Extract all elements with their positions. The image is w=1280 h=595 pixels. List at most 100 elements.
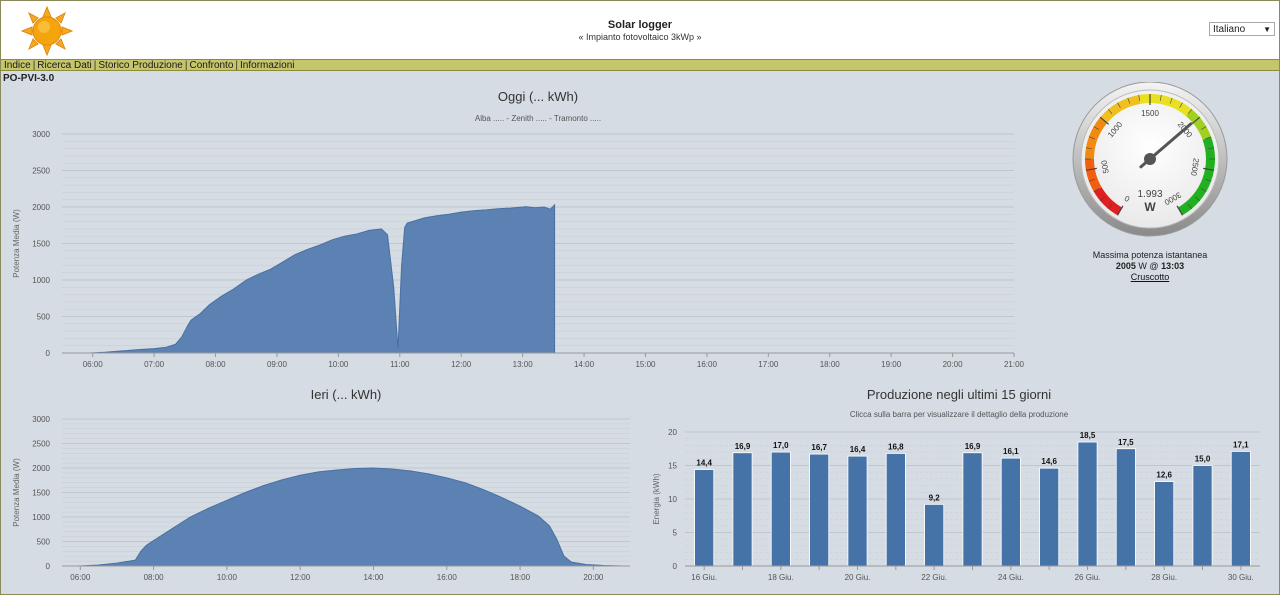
bar [1077,441,1098,567]
y-tick-label: 0 [46,349,51,358]
gauge-tick-minor [1107,204,1113,209]
x-tick-label: 16:00 [437,573,458,582]
x-tick-label: 18:00 [820,360,841,369]
gauge-tick-label: 2500 [1189,157,1201,177]
nav-item-indice[interactable]: Indice [4,60,31,71]
gauge-max-time: 13:03 [1161,261,1185,271]
bar-value-label: 9,2 [929,493,941,502]
bar-value-label: 16,1 [1003,447,1019,456]
gauge-tick-minor [1200,188,1207,192]
area-series [89,203,556,354]
gauge-tick-minor [1208,147,1215,150]
x-tick-label: 10:00 [328,360,349,369]
chart-subtitle: Alba ..... - Zenith ..... - Tramonto ...… [475,114,601,123]
bar-group[interactable]: 17,5 [1115,438,1136,567]
y-tick-label: 500 [37,313,51,322]
bar-group[interactable]: 14,4 [694,459,715,567]
gauge-unit: W [1144,200,1156,214]
bar-value-label: 14,6 [1041,457,1057,466]
area-series [78,467,623,567]
x-tick-label: 22 Giu. [921,573,947,582]
bar-group[interactable]: 16,9 [732,442,753,567]
nav-separator: | [184,60,188,71]
language-select[interactable]: Italiano ▼ [1209,22,1275,36]
chart-production-15-days[interactable]: Produzione negli ultimi 15 giorni Clicca … [645,384,1275,589]
bar-group[interactable]: 9,2 [924,493,945,567]
y-tick-label: 1500 [32,489,50,498]
chart-yesterday[interactable]: Ieri (... kWh) 0 500 1000 1500 2000 2500 3000 Po… [0,384,640,589]
bar-group[interactable]: 16,8 [885,442,906,567]
y-tick-label: 10 [668,495,677,504]
x-tick-label: 07:00 [144,360,165,369]
gauge-tick-minor [1085,147,1092,150]
bar [924,503,945,567]
nav-separator: | [93,60,97,71]
nav-item-informazioni[interactable]: Informazioni [240,60,295,71]
gauge-tick-minor [1195,196,1200,202]
bar-value-label: 17,0 [773,441,789,450]
gauge-tick-major [1176,205,1184,216]
bar-value-label: 14,4 [696,459,712,468]
x-tick-label: 16:00 [697,360,718,369]
gauge-tick-minor [1093,188,1100,192]
gauge-tick-label: 1500 [1141,109,1159,118]
bar-group[interactable]: 16,1 [1000,447,1021,567]
y-tick-label: 0 [673,562,678,571]
bar-group[interactable]: 17,0 [770,441,791,567]
x-tick-label: 14:00 [574,360,595,369]
x-tick-label: 11:00 [390,360,410,369]
bar [847,455,868,567]
gauge-tick-major [1190,116,1201,125]
nav-item-storico-produzione[interactable]: Storico Produzione [98,60,183,71]
x-tick-label: 12:00 [451,360,472,369]
bar-group[interactable]: 12,6 [1154,471,1175,567]
chart-title: Ieri (... kWh) [311,387,382,402]
bar-group[interactable]: 18,5 [1077,431,1098,567]
gauge-tick-minor [1088,178,1095,182]
site-title: Solar logger [607,19,673,31]
y-tick-label: 2000 [32,203,50,212]
sun-logo-icon [21,6,73,56]
gauge-tick-minor [1159,94,1162,101]
gauge-band [1100,94,1141,124]
bar [1115,448,1136,567]
nav-item-ricerca-dati[interactable]: Ricerca Dati [37,60,92,71]
gauge-tick-minor [1179,102,1183,109]
gauge-tick-minor [1107,109,1113,114]
gauge-tick-minor [1088,136,1095,140]
chart-today[interactable]: Oggi (... kWh) Alba ..... - Zenith ..... … [0,84,1030,374]
bar-group[interactable]: 16,4 [847,445,868,567]
gauge-max-line: 2005 W @ 13:03 [1070,261,1230,272]
bar-group[interactable]: 16,9 [962,442,983,567]
gauge-tick-minor [1117,102,1121,109]
x-tick-label: 19:00 [881,360,902,369]
x-tick-label: 16 Giu. [691,573,717,582]
language-select-value: Italiano [1213,24,1246,35]
x-tick-label: 28 Giu. [1151,573,1177,582]
gauge-band [1138,94,1192,117]
x-tick-label: 20:00 [583,573,604,582]
gauge-hub [1144,153,1156,165]
x-tick-label: 20:00 [943,360,964,369]
bar [1230,451,1251,567]
x-tick-label: 06:00 [83,360,104,369]
x-tick-label: 15:00 [635,360,656,369]
bar-value-label: 16,9 [965,442,981,451]
gauge-tick-minor [1138,94,1141,101]
x-tick-label: 20 Giu. [845,573,871,582]
bar-group[interactable]: 15,0 [1192,455,1213,567]
dashboard-link[interactable]: Cruscotto [1130,272,1170,282]
bar-group[interactable]: 17,1 [1230,440,1251,567]
bar-value-label: 17,1 [1233,440,1249,449]
bar [732,452,753,567]
gauge-band [1085,159,1102,192]
nav-item-confronto[interactable]: Confronto [189,60,234,71]
x-tick-label: 14:00 [363,573,384,582]
y-tick-label: 2000 [32,464,50,473]
x-tick-label: 18:00 [510,573,531,582]
bar-group[interactable]: 16,7 [809,443,830,567]
y-tick-label: 1000 [32,513,50,522]
bar-group[interactable]: 14,6 [1039,457,1060,567]
y-axis-label: Potenza Media (W) [12,209,21,278]
bar-value-label: 16,4 [850,445,866,454]
